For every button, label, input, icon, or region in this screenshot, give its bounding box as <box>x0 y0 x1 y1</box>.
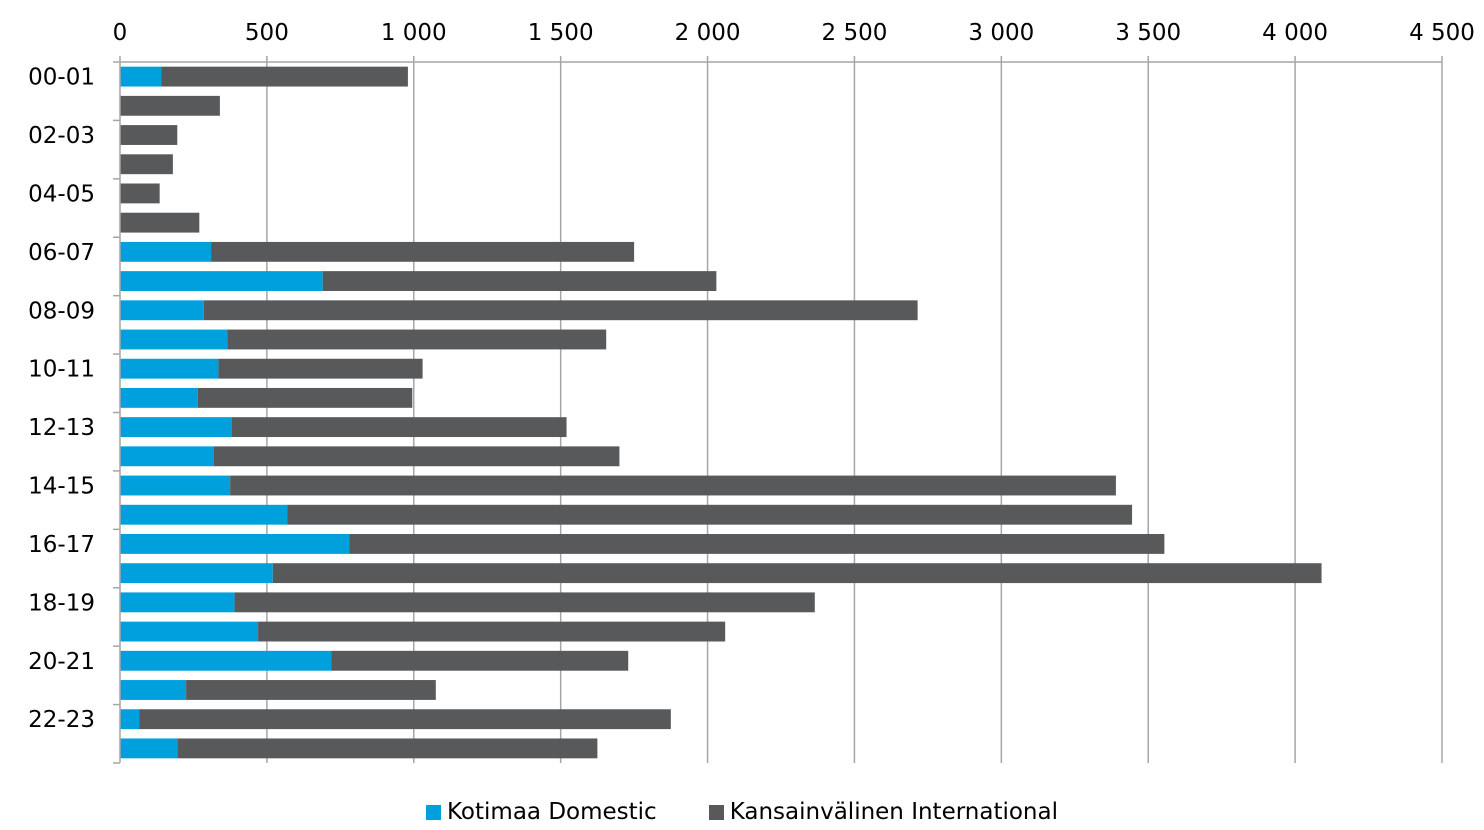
bar-international-20-21 <box>331 650 629 671</box>
bar-international-21-22 <box>186 680 436 700</box>
bar-domestic-19-20 <box>120 621 259 642</box>
category-label-00-01: 00-01 <box>28 65 95 91</box>
legend-swatch-domestic <box>426 804 441 820</box>
category-label-20-21: 20-21 <box>28 649 95 675</box>
bar-domestic-00-01 <box>120 66 162 87</box>
bar-domestic-12-13 <box>120 417 232 438</box>
bar-international-18-19 <box>234 592 815 613</box>
grid-lines <box>266 62 1443 763</box>
bar-domestic-20-21 <box>120 650 332 671</box>
bar-international-11-12 <box>197 387 413 408</box>
bar-international-16-17 <box>349 534 1165 554</box>
bar-international-00-01 <box>161 66 408 87</box>
bars <box>120 66 1322 759</box>
legend-item-domestic: Kotimaa Domestic <box>426 799 657 825</box>
bar-international-19-20 <box>258 621 726 642</box>
category-label-08-09: 08-09 <box>28 298 95 324</box>
x-tick-label-8: 4 000 <box>1262 20 1328 46</box>
x-tick-label-6: 3 000 <box>968 20 1034 46</box>
legend-swatch-international <box>708 804 724 820</box>
x-tick-labels: 0 500 1 000 1 500 2 000 2 500 3 000 3 500 4 000 4… <box>113 20 1475 46</box>
bar-international-09-10 <box>227 329 607 350</box>
bar-international-06-07 <box>211 241 635 262</box>
legend-label-international: Kansainvälinen International <box>729 799 1058 825</box>
bar-international-05-06 <box>120 212 200 233</box>
bar-domestic-14-15 <box>120 475 231 496</box>
bar-domestic-23-00 <box>120 738 178 759</box>
category-label-14-15: 14-15 <box>28 474 95 500</box>
bar-international-23-00 <box>177 738 598 759</box>
bar-international-22-23 <box>139 709 671 730</box>
bar-domestic-22-23 <box>120 709 140 730</box>
legend: Kotimaa Domestic Kansainvälinen Internat… <box>0 796 1484 828</box>
bar-international-08-09 <box>203 300 918 321</box>
legend-item-international: Kansainvälinen International <box>708 799 1058 825</box>
bar-domestic-11-12 <box>120 387 198 408</box>
x-tick-label-0: 0 <box>113 20 128 46</box>
bar-international-17-18 <box>272 563 1322 584</box>
bar-international-15-16 <box>287 504 1133 525</box>
category-label-04-05: 04-05 <box>28 181 95 207</box>
category-label-22-23: 22-23 <box>28 707 95 733</box>
bar-international-02-03 <box>120 125 178 145</box>
legend-label-domestic: Kotimaa Domestic <box>447 799 657 825</box>
bar-domestic-07-08 <box>120 271 323 291</box>
x-tick-label-1: 500 <box>245 20 289 46</box>
bar-domestic-06-07 <box>120 241 212 262</box>
bar-international-01-02 <box>120 95 220 116</box>
bar-domestic-18-19 <box>120 592 235 613</box>
bar-international-12-13 <box>231 417 567 438</box>
bar-domestic-15-16 <box>120 504 288 525</box>
x-tick-label-9: 4 500 <box>1409 20 1475 46</box>
x-tick-label-2: 1 000 <box>381 20 447 46</box>
bar-domestic-13-14 <box>120 446 215 467</box>
axes <box>113 56 1443 764</box>
bar-international-14-15 <box>230 475 1116 496</box>
bar-domestic-09-10 <box>120 329 228 350</box>
bar-domestic-10-11 <box>120 358 219 379</box>
x-tick-label-7: 3 500 <box>1115 20 1181 46</box>
x-tick-label-3: 1 500 <box>528 20 594 46</box>
bar-domestic-16-17 <box>120 534 350 554</box>
bar-domestic-08-09 <box>120 300 204 321</box>
category-label-12-13: 12-13 <box>28 415 95 441</box>
category-labels: 00-01 02-03 04-05 06-07 08-09 10-11 12-13 14-15… <box>28 65 95 734</box>
bar-international-10-11 <box>218 358 423 379</box>
category-label-16-17: 16-17 <box>28 532 95 558</box>
bar-domestic-17-18 <box>120 563 273 584</box>
bar-international-04-05 <box>120 183 160 204</box>
bar-domestic-21-22 <box>120 680 187 700</box>
x-tick-label-4: 2 000 <box>675 20 741 46</box>
category-label-02-03: 02-03 <box>28 123 95 149</box>
category-label-06-07: 06-07 <box>28 240 95 266</box>
category-label-10-11: 10-11 <box>28 357 95 383</box>
bar-international-07-08 <box>322 271 717 291</box>
bar-international-03-04 <box>120 154 173 175</box>
category-label-18-19: 18-19 <box>28 590 95 616</box>
x-tick-label-5: 2 500 <box>822 20 888 46</box>
bar-international-13-14 <box>214 446 620 467</box>
